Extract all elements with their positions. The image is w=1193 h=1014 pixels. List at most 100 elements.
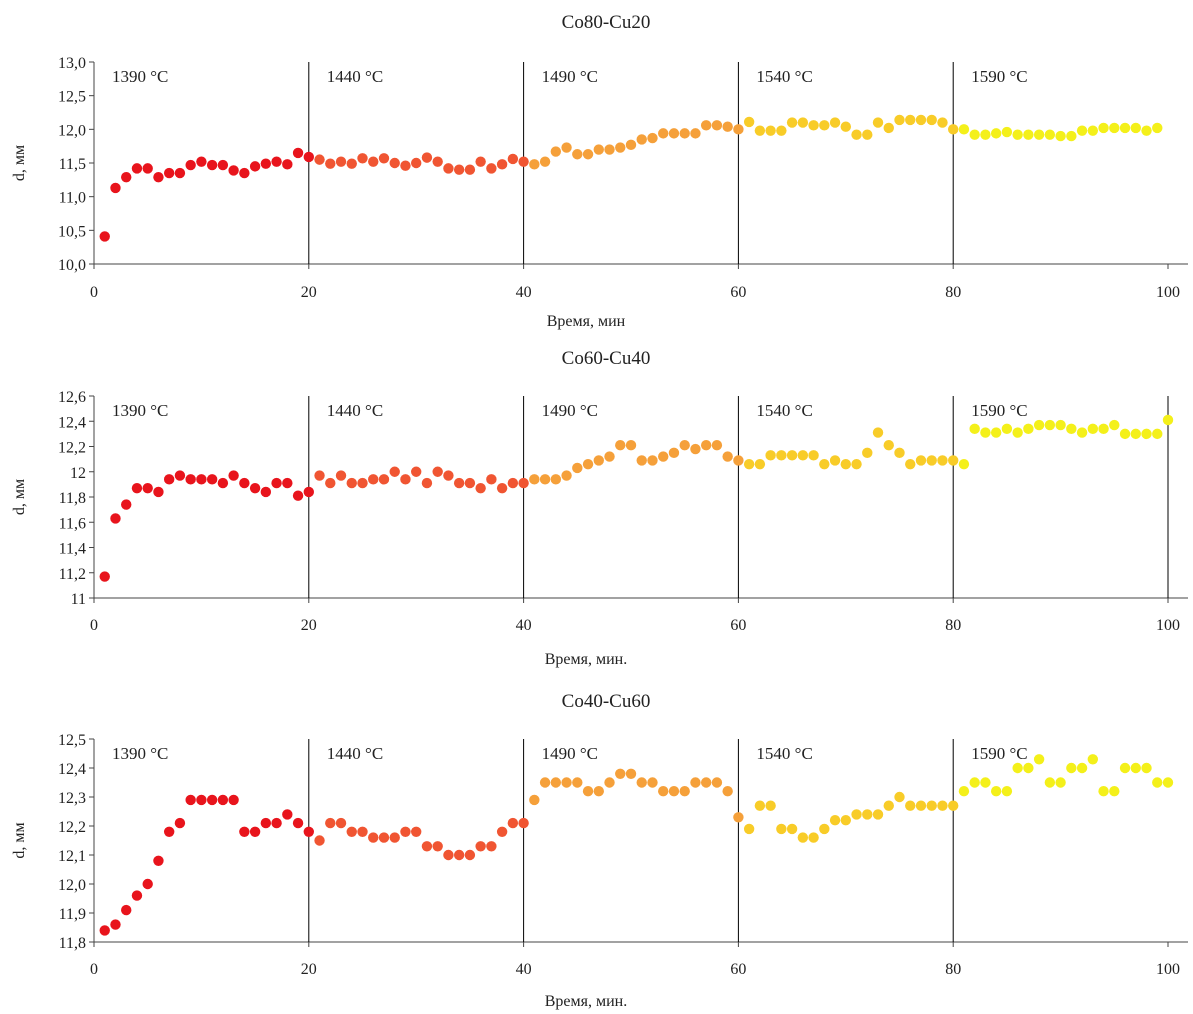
data-point: [271, 477, 282, 489]
y-tick-label: 11: [71, 591, 86, 608]
x-tick-label: 60: [730, 961, 746, 978]
data-point: [539, 474, 551, 485]
data-point: [1162, 414, 1174, 426]
data-point: [604, 777, 615, 788]
data-point: [776, 823, 787, 835]
data-point: [1162, 777, 1174, 788]
data-point: [1152, 428, 1163, 440]
data-point: [153, 486, 164, 498]
data-point: [593, 144, 604, 155]
data-point: [99, 571, 110, 582]
data-point: [840, 121, 851, 132]
data-point: [206, 159, 218, 171]
data-point: [453, 477, 465, 489]
data-point: [819, 120, 830, 131]
data-point: [658, 786, 669, 797]
data-point: [883, 440, 894, 451]
data-point: [335, 817, 347, 829]
data-point: [797, 117, 809, 128]
data-point: [722, 451, 733, 462]
y-tick-label: 12,5: [58, 89, 86, 106]
chart-title: Co60-Cu40: [562, 348, 651, 369]
data-point: [131, 163, 143, 174]
data-point: [980, 129, 991, 140]
data-point: [872, 427, 884, 438]
data-point: [765, 450, 776, 461]
data-point: [561, 142, 572, 153]
data-point: [1044, 777, 1056, 788]
data-point: [346, 826, 357, 837]
data-point: [1087, 423, 1099, 435]
data-point: [1001, 126, 1013, 138]
data-point: [572, 149, 583, 160]
data-point: [496, 159, 508, 170]
data-point: [411, 157, 422, 169]
data-point: [357, 826, 368, 837]
data-point: [389, 466, 400, 477]
data-point: [722, 786, 733, 797]
y-tick-label: 12,2: [58, 819, 86, 836]
data-point: [249, 826, 261, 837]
data-point: [808, 120, 819, 131]
data-point: [357, 153, 368, 164]
data-point: [142, 878, 153, 890]
data-point: [529, 159, 540, 170]
data-point: [228, 794, 239, 806]
data-point: [851, 129, 862, 140]
y-tick-label: 11,4: [59, 541, 86, 558]
stage-temperature-label: 1590 °C: [971, 67, 1027, 86]
stage-temperature-label: 1540 °C: [756, 744, 812, 763]
data-point: [948, 124, 959, 135]
x-tick-label: 80: [945, 617, 961, 634]
y-tick-label: 10,0: [58, 257, 86, 274]
data-point: [668, 786, 680, 797]
data-point: [894, 447, 905, 459]
x-axis-label: Время, мин.: [545, 993, 628, 1010]
y-tick-label: 12,6: [58, 389, 86, 406]
x-tick-label: 0: [90, 961, 98, 978]
data-point: [572, 462, 583, 474]
data-point: [1044, 129, 1056, 140]
chart-panel-1: Co80-Cu20 10,0 10,5 11,0 11,5 12,0 12,5 13,0 0 20…: [11, 12, 1188, 330]
data-point: [615, 142, 626, 153]
data-point: [271, 156, 282, 167]
data-point: [905, 114, 916, 126]
data-point: [421, 477, 433, 489]
x-tick-label: 20: [301, 961, 317, 978]
data-point: [572, 777, 583, 788]
data-point: [786, 117, 798, 128]
x-tick-label: 40: [516, 961, 532, 978]
data-point: [625, 139, 637, 151]
data-point: [518, 156, 529, 167]
x-tick-label: 40: [516, 284, 532, 301]
data-point: [131, 890, 143, 901]
data-point: [733, 812, 744, 823]
data-point: [937, 455, 948, 466]
data-point: [1055, 130, 1066, 142]
data-point: [314, 154, 325, 165]
data-point: [292, 147, 304, 159]
data-point: [1076, 125, 1088, 136]
data-point: [206, 474, 218, 485]
data-point: [475, 482, 486, 494]
data-point: [1055, 419, 1066, 431]
data-point: [142, 163, 153, 174]
data-point: [647, 777, 658, 788]
data-point: [1119, 122, 1131, 134]
data-point: [625, 440, 637, 451]
data-point: [1033, 754, 1045, 765]
data-point: [421, 841, 433, 852]
data-point: [840, 815, 851, 826]
data-point: [282, 809, 293, 820]
data-point: [196, 794, 207, 806]
data-point: [464, 849, 476, 861]
data-point: [325, 817, 336, 829]
data-point: [765, 800, 776, 811]
data-point: [550, 146, 562, 157]
data-point: [314, 835, 325, 846]
data-point: [335, 156, 347, 167]
y-tick-label: 12,2: [58, 440, 86, 457]
data-point: [883, 122, 894, 134]
chart-title: Co80-Cu20: [562, 12, 651, 33]
data-point: [1130, 762, 1141, 774]
